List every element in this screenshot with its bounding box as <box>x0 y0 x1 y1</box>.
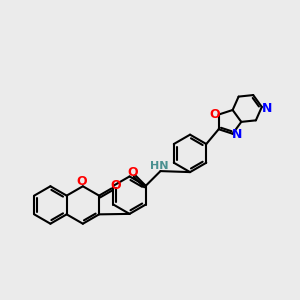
Text: N: N <box>232 128 242 141</box>
Text: N: N <box>261 102 272 115</box>
Text: O: O <box>77 175 87 188</box>
Text: O: O <box>209 108 220 121</box>
Text: O: O <box>127 166 138 179</box>
Text: O: O <box>110 179 121 193</box>
Text: HN: HN <box>150 161 169 171</box>
